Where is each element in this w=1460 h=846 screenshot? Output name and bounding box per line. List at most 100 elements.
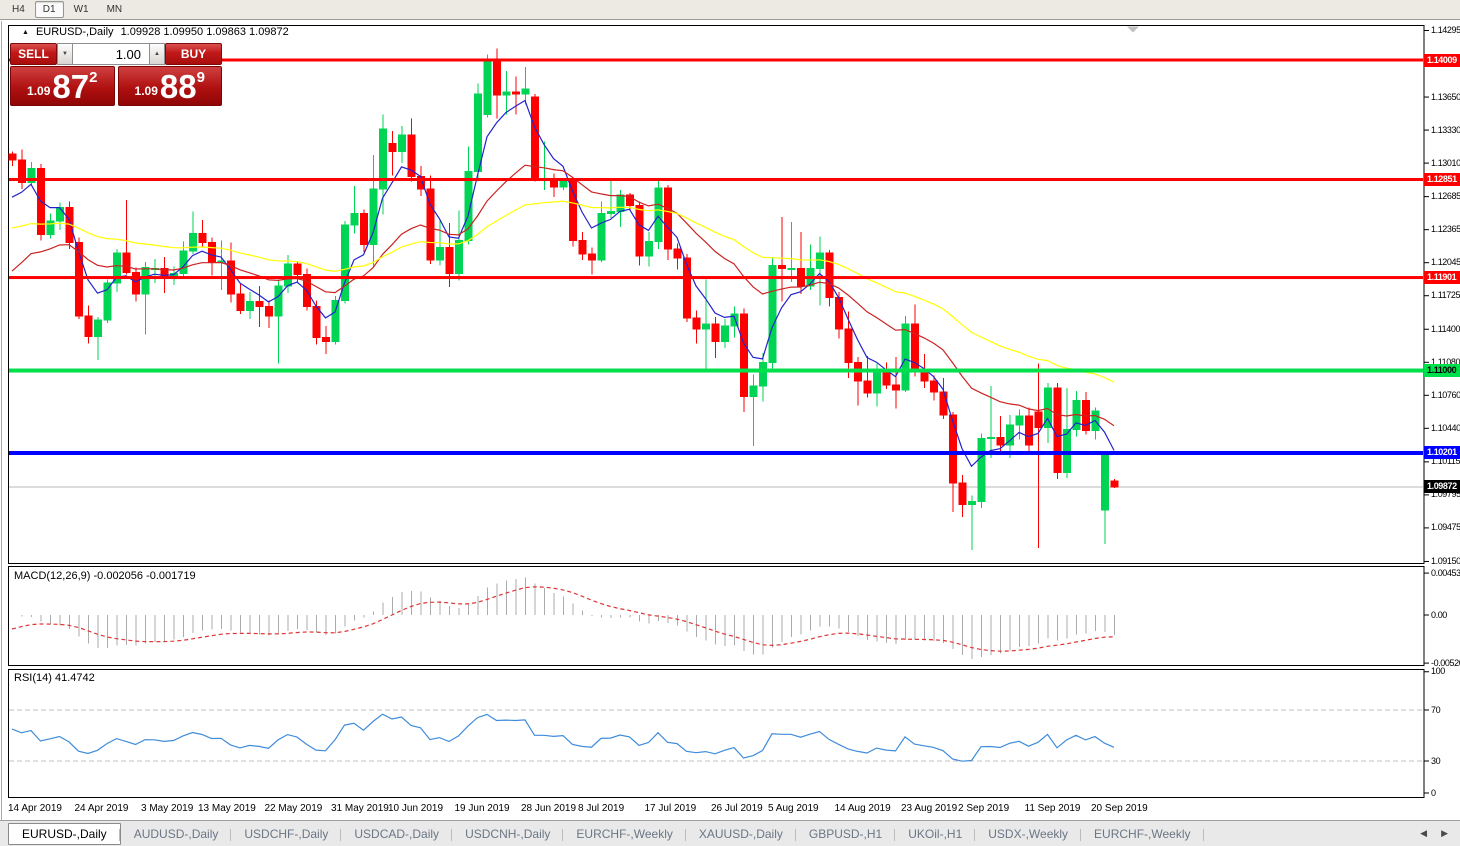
chart-tab-gbpusd-h1[interactable]: GBPUSD-,H1 [796, 824, 896, 844]
candle-body [284, 263, 292, 287]
candle-body [1110, 480, 1119, 488]
date-tick-label: 28 Jun 2019 [521, 803, 577, 814]
buy-button[interactable]: BUY [165, 43, 222, 65]
date-tick-label: 14 Apr 2019 [8, 803, 62, 814]
price-tick-label: 1.12365 [1431, 224, 1460, 235]
macd-axis-max-label: 0.004536 [1431, 567, 1460, 578]
date-tick-label: 13 May 2019 [198, 803, 256, 814]
rsi-axis-label: 30 [1431, 755, 1441, 766]
chart-tab-xauusd-daily[interactable]: XAUUSD-,Daily [686, 824, 796, 844]
candle-body [996, 437, 1005, 446]
date-tick-label: 20 Sep 2019 [1091, 803, 1148, 814]
tab-scroll-left-icon[interactable]: ◀ [1420, 828, 1428, 838]
date-tick-label: 2 Sep 2019 [958, 803, 1010, 814]
candle-body [692, 317, 701, 330]
volume-input[interactable] [73, 43, 149, 65]
chart-tab-usdcad-daily[interactable]: USDCAD-,Daily [341, 824, 452, 844]
candle-body [930, 380, 938, 393]
candle-body [825, 252, 834, 298]
candle-body [521, 88, 530, 95]
price-tick-label: 1.09795 [1431, 489, 1460, 500]
chart-tab-usdchf-daily[interactable]: USDCHF-,Daily [231, 824, 342, 844]
candle-body [350, 213, 359, 226]
candle-body [892, 384, 900, 391]
tab-scroll-right-icon[interactable]: ▶ [1441, 828, 1448, 838]
sell-price-small: 1.09 [27, 84, 51, 98]
candle-body [949, 414, 957, 484]
chart-tab-usdx-weekly[interactable]: USDX-,Weekly [975, 824, 1081, 844]
candle-body [1015, 415, 1024, 426]
candle-body [493, 59, 501, 96]
candle-body [94, 319, 102, 337]
candle-body [255, 300, 264, 308]
sell-button[interactable]: SELL [10, 43, 57, 65]
buy-price-sup: 9 [196, 69, 205, 86]
horizontal-level-line[interactable] [9, 276, 1423, 280]
chart-shift-marker-icon[interactable] [1127, 26, 1139, 33]
rsi-line [11, 713, 1115, 762]
volume-increase-button[interactable]: ▲ [149, 43, 165, 65]
candlestick-series [8, 48, 1119, 551]
date-tick-label: 26 Jul 2019 [711, 803, 763, 814]
candle-body [56, 206, 64, 222]
horizontal-level-line[interactable] [9, 450, 1423, 455]
chart-tab-usdcnh-daily[interactable]: USDCNH-,Daily [452, 824, 564, 844]
candle-body [322, 337, 330, 343]
chart-tab-audusd-daily[interactable]: AUDUSD-,Daily [121, 824, 232, 844]
candle-body [844, 328, 853, 363]
horizontal-level-line[interactable] [9, 178, 1423, 182]
chart-tab-eurchf-weekly[interactable]: EURCHF-,Weekly [563, 824, 687, 844]
candle-body [445, 247, 454, 275]
timeframe-button-d1[interactable]: D1 [34, 1, 64, 18]
candle-body [179, 250, 188, 275]
chart-tab-ukoil-h1[interactable]: UKOil-,H1 [895, 824, 976, 844]
chart-tab-eurusd-daily[interactable]: EURUSD-,Daily [8, 822, 121, 845]
candle-body [626, 194, 634, 206]
candle-body [569, 181, 577, 241]
sell-price-display[interactable]: 1.09 87 2 [10, 66, 115, 106]
candle-body [987, 437, 995, 440]
macd-name: MACD(12,26,9) [14, 570, 91, 582]
candle-body [1101, 454, 1109, 511]
collapse-panel-icon[interactable]: ▲ [22, 28, 29, 36]
candle-body [398, 134, 406, 153]
buy-price-display[interactable]: 1.09 88 9 [117, 66, 222, 106]
candle-body [673, 248, 682, 259]
date-tick-label: 8 Jul 2019 [578, 803, 625, 814]
price-tick-label: 1.12045 [1431, 257, 1460, 268]
macd-axis-zero-label: 0.00 [1431, 609, 1447, 620]
hline-price-badge: 1.14009 [1424, 53, 1460, 67]
timeframe-button-h4[interactable]: H4 [12, 4, 25, 15]
rsi-indicator-label: RSI(14) 41.4742 [14, 672, 95, 684]
price-tick-label: 1.11080 [1431, 356, 1460, 367]
price-tick-label: 1.13330 [1431, 124, 1460, 135]
chart-tab-eurchf-weekly[interactable]: EURCHF-,Weekly [1081, 824, 1204, 844]
price-tick-label: 1.11400 [1431, 323, 1460, 334]
candle-body [882, 371, 891, 386]
candle-body [141, 266, 150, 295]
candle-body [711, 323, 720, 343]
candle-body [597, 213, 606, 261]
candle-body [502, 91, 511, 96]
spin-down-icon: ▼ [62, 51, 68, 57]
pane-border [8, 566, 1425, 666]
price-tick-label: 1.10115 [1431, 456, 1460, 467]
price-tick-label: 1.10440 [1431, 422, 1460, 433]
candle-body [740, 313, 748, 397]
macd-values: -0.002056 -0.001719 [93, 570, 196, 582]
rsi-name: RSI(14) [14, 672, 52, 684]
timeframe-button-mn[interactable]: MN [106, 4, 123, 15]
buy-price-small: 1.09 [134, 84, 158, 98]
volume-decrease-button[interactable]: ▼ [57, 43, 73, 65]
candle-body [132, 271, 140, 295]
hline-price-badge: 1.12851 [1424, 173, 1460, 186]
moving-average-line [11, 200, 1115, 383]
horizontal-level-line[interactable] [9, 368, 1423, 373]
timeframe-button-w1[interactable]: W1 [73, 4, 89, 15]
candle-body [607, 211, 615, 215]
chart-title: ▲ EURUSD-,Daily 1.09928 1.09950 1.09863 … [22, 26, 289, 38]
horizontal-level-line[interactable] [9, 58, 1423, 62]
chart-tab-bar: EURUSD-,Daily AUDUSD-,Daily USDCHF-,Daily U… [0, 820, 1460, 846]
